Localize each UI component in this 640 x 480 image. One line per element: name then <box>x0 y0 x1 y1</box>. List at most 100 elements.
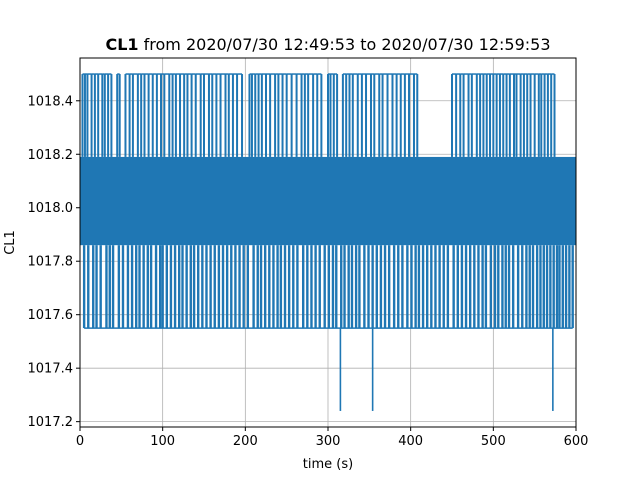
series-dip <box>504 245 507 329</box>
series-dip <box>549 245 552 329</box>
series-dip <box>276 245 279 329</box>
series-dip <box>117 245 121 329</box>
series-spike <box>269 74 272 157</box>
series-spike <box>303 74 306 157</box>
series-spike <box>248 74 251 157</box>
series-dip <box>189 245 192 329</box>
series-spike <box>160 74 163 157</box>
series-dip <box>292 245 295 329</box>
series-dip <box>268 245 271 329</box>
series-dip <box>92 245 95 329</box>
series-dip <box>272 245 275 329</box>
series-dip <box>571 245 574 329</box>
y-tick-label: 1018.2 <box>28 148 74 163</box>
series-spike <box>257 74 260 157</box>
series-spike <box>416 74 419 157</box>
series-spike <box>482 74 485 157</box>
series-dip <box>401 245 404 329</box>
series-spike <box>533 74 536 157</box>
series-spike <box>143 74 146 157</box>
series-dip <box>263 245 267 329</box>
series-spike <box>403 74 406 157</box>
series-dip <box>552 245 555 329</box>
series-spike <box>186 74 189 157</box>
series-spike <box>250 74 253 157</box>
series-dip <box>154 245 158 329</box>
series-dip <box>347 245 350 329</box>
series-dip <box>161 245 164 329</box>
series-dip <box>238 245 241 329</box>
series-spike <box>168 74 171 157</box>
series-dip <box>283 245 287 329</box>
series-spike <box>312 74 315 157</box>
series-dip <box>558 245 561 329</box>
x-tick-label: 200 <box>233 434 258 449</box>
series-dip <box>302 245 305 329</box>
series-spike <box>183 74 186 157</box>
series-spike <box>386 74 389 157</box>
series-spike <box>467 74 470 157</box>
series-dip <box>410 245 413 329</box>
series-spike <box>356 74 359 157</box>
series-spike <box>97 74 100 157</box>
series-spike <box>83 74 86 157</box>
series-dip <box>545 245 549 329</box>
series-dip <box>497 245 500 329</box>
series-dip <box>135 245 138 329</box>
series-dip <box>542 245 545 329</box>
series-spike <box>265 74 267 157</box>
series-spike <box>332 74 335 157</box>
series-spike <box>107 74 110 157</box>
series-spike <box>118 74 121 157</box>
chart-title: CL1 from 2020/07/30 12:49:53 to 2020/07/… <box>105 35 550 54</box>
series-spike <box>485 74 488 157</box>
series-dip <box>138 245 141 329</box>
series-dip <box>105 245 108 329</box>
series-dip <box>473 245 476 329</box>
series-dip <box>230 245 233 329</box>
series-spike <box>546 74 549 157</box>
series-dip <box>306 245 309 329</box>
series-spike <box>90 74 93 157</box>
series-spike <box>365 74 368 157</box>
series-dip <box>371 245 374 329</box>
series-spike <box>492 74 495 157</box>
series-dip <box>387 245 391 329</box>
series-dip <box>279 245 283 329</box>
series-dip <box>108 245 111 329</box>
series-dip <box>185 245 188 329</box>
series-dip <box>507 245 511 329</box>
series-spike <box>101 74 104 157</box>
series-dip <box>87 245 90 329</box>
series-spike <box>395 74 398 157</box>
series-spike <box>455 74 458 157</box>
series-spike <box>378 74 381 157</box>
series-spike <box>227 74 230 157</box>
series-spike <box>281 74 284 157</box>
series-dip <box>256 245 259 329</box>
y-tick-label: 1017.8 <box>28 255 74 270</box>
series-dip <box>242 245 245 329</box>
series-spike <box>190 74 193 157</box>
series-dip <box>426 245 429 329</box>
series-dip <box>481 245 484 329</box>
series-spike <box>502 74 505 157</box>
series-spike <box>459 74 462 157</box>
plot-area <box>80 73 576 411</box>
series-dip <box>169 245 173 329</box>
series-dip <box>493 245 497 329</box>
series-spike <box>155 74 158 157</box>
series-dip <box>446 245 450 329</box>
series-spike <box>81 74 84 157</box>
series-spike <box>207 74 210 157</box>
series-spike <box>307 74 310 157</box>
series-spike <box>399 74 402 157</box>
series-dip <box>452 245 455 329</box>
series-spike <box>505 74 508 157</box>
series-spike <box>131 74 134 157</box>
series-spike <box>553 74 556 157</box>
series-spike <box>336 74 339 157</box>
chart-title-rest: from 2020/07/30 12:49:53 to 2020/07/30 1… <box>139 35 551 54</box>
series-dip <box>521 245 524 329</box>
